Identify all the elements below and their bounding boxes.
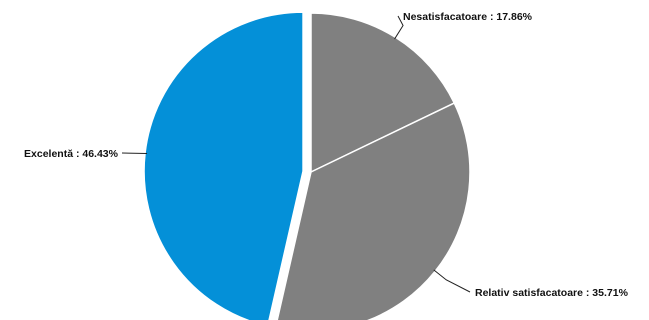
slice-label-nesatisfacatoare: Nesatisfacatoare : 17.86%	[403, 11, 533, 23]
leader-line	[121, 152, 148, 155]
slice-label-relativ-satisfacatoare: Relativ satisfacatoare : 35.71%	[475, 287, 629, 299]
leader-line	[394, 15, 404, 40]
pie-slice-excelent	[143, 11, 304, 320]
pie-slices	[143, 11, 471, 320]
leader-line	[433, 269, 471, 293]
slice-label-excelenta: Excelentă : 46.43%	[24, 148, 119, 160]
label-leaders	[121, 15, 471, 293]
